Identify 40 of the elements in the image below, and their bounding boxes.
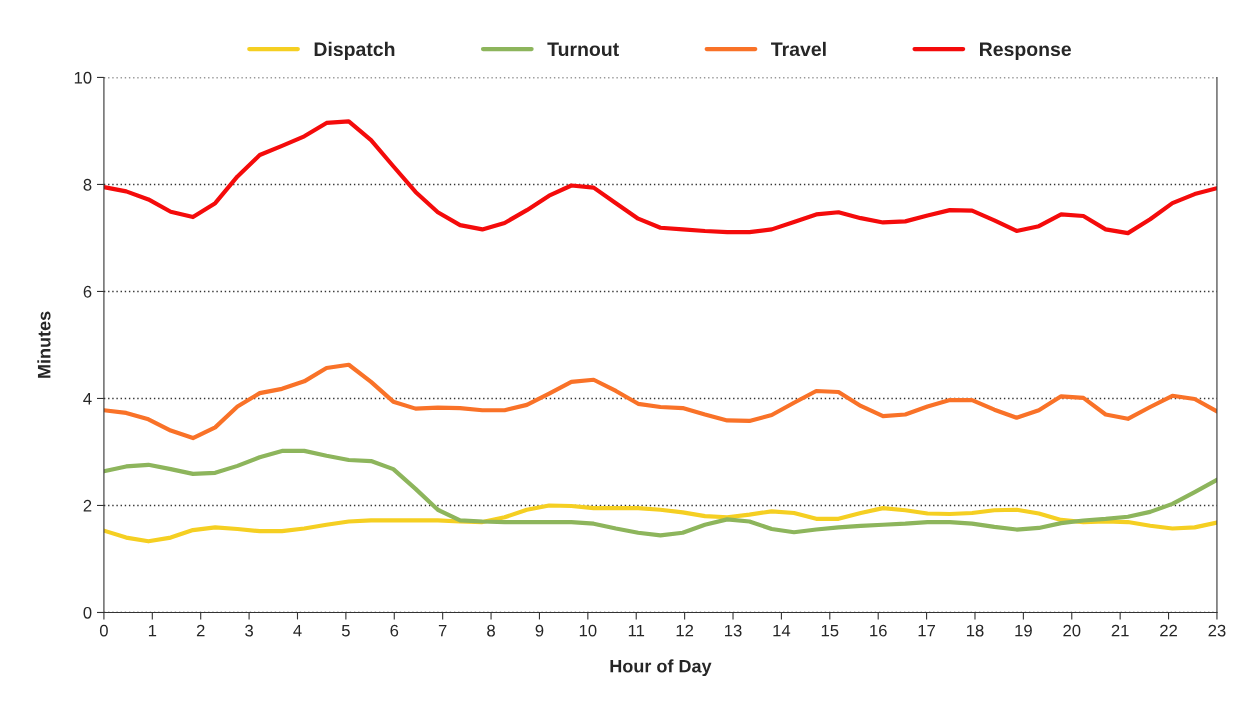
legend-label: Response bbox=[980, 42, 1071, 60]
y-tick-label: 0 bbox=[83, 606, 92, 619]
y-tick-label: 6 bbox=[83, 285, 92, 298]
x-tick-label: 17 bbox=[918, 624, 936, 637]
x-tick-label: 8 bbox=[487, 624, 495, 637]
line-series bbox=[103, 362, 1217, 441]
y-tick-label: 8 bbox=[83, 178, 92, 191]
line-series bbox=[103, 503, 1217, 544]
x-tick-label: 10 bbox=[579, 624, 597, 637]
x-tick-label: 12 bbox=[676, 624, 694, 637]
x-tick-label: 0 bbox=[99, 624, 108, 637]
x-tick-label: 11 bbox=[628, 624, 645, 637]
x-tick-label: 5 bbox=[341, 624, 350, 637]
x-tick-label: 19 bbox=[1015, 624, 1032, 637]
x-tick-label: 18 bbox=[966, 624, 984, 637]
x-tick-label: 16 bbox=[870, 624, 887, 637]
x-tick-label: 7 bbox=[438, 624, 447, 637]
x-tick-label: 23 bbox=[1208, 624, 1226, 637]
y-tick-label: 4 bbox=[83, 393, 92, 405]
x-tick-label: 9 bbox=[535, 624, 544, 637]
x-tick-label: 14 bbox=[773, 624, 791, 637]
legend-label: Dispatch bbox=[314, 41, 395, 60]
legend-label: Turnout bbox=[547, 42, 619, 57]
x-tick-label: 20 bbox=[1063, 624, 1081, 637]
x-tick-label: 1 bbox=[148, 624, 157, 637]
x-tick-label: 15 bbox=[821, 624, 839, 637]
x-axis-title: Hour of Day bbox=[610, 659, 712, 677]
x-tick-label: 21 bbox=[1111, 624, 1129, 637]
legend-label: Travel bbox=[771, 41, 826, 57]
line-series bbox=[103, 119, 1217, 236]
y-tick-label: 10 bbox=[74, 71, 92, 84]
line-series bbox=[103, 448, 1217, 538]
y-tick-label: 2 bbox=[83, 499, 92, 512]
y-axis-title: Minutes bbox=[37, 311, 51, 378]
x-tick-label: 22 bbox=[1160, 624, 1177, 637]
x-tick-label: 4 bbox=[293, 624, 302, 637]
x-tick-label: 13 bbox=[725, 624, 742, 637]
x-tick-label: 3 bbox=[245, 624, 253, 637]
x-tick-label: 6 bbox=[390, 624, 399, 637]
x-tick-label: 2 bbox=[196, 624, 205, 637]
